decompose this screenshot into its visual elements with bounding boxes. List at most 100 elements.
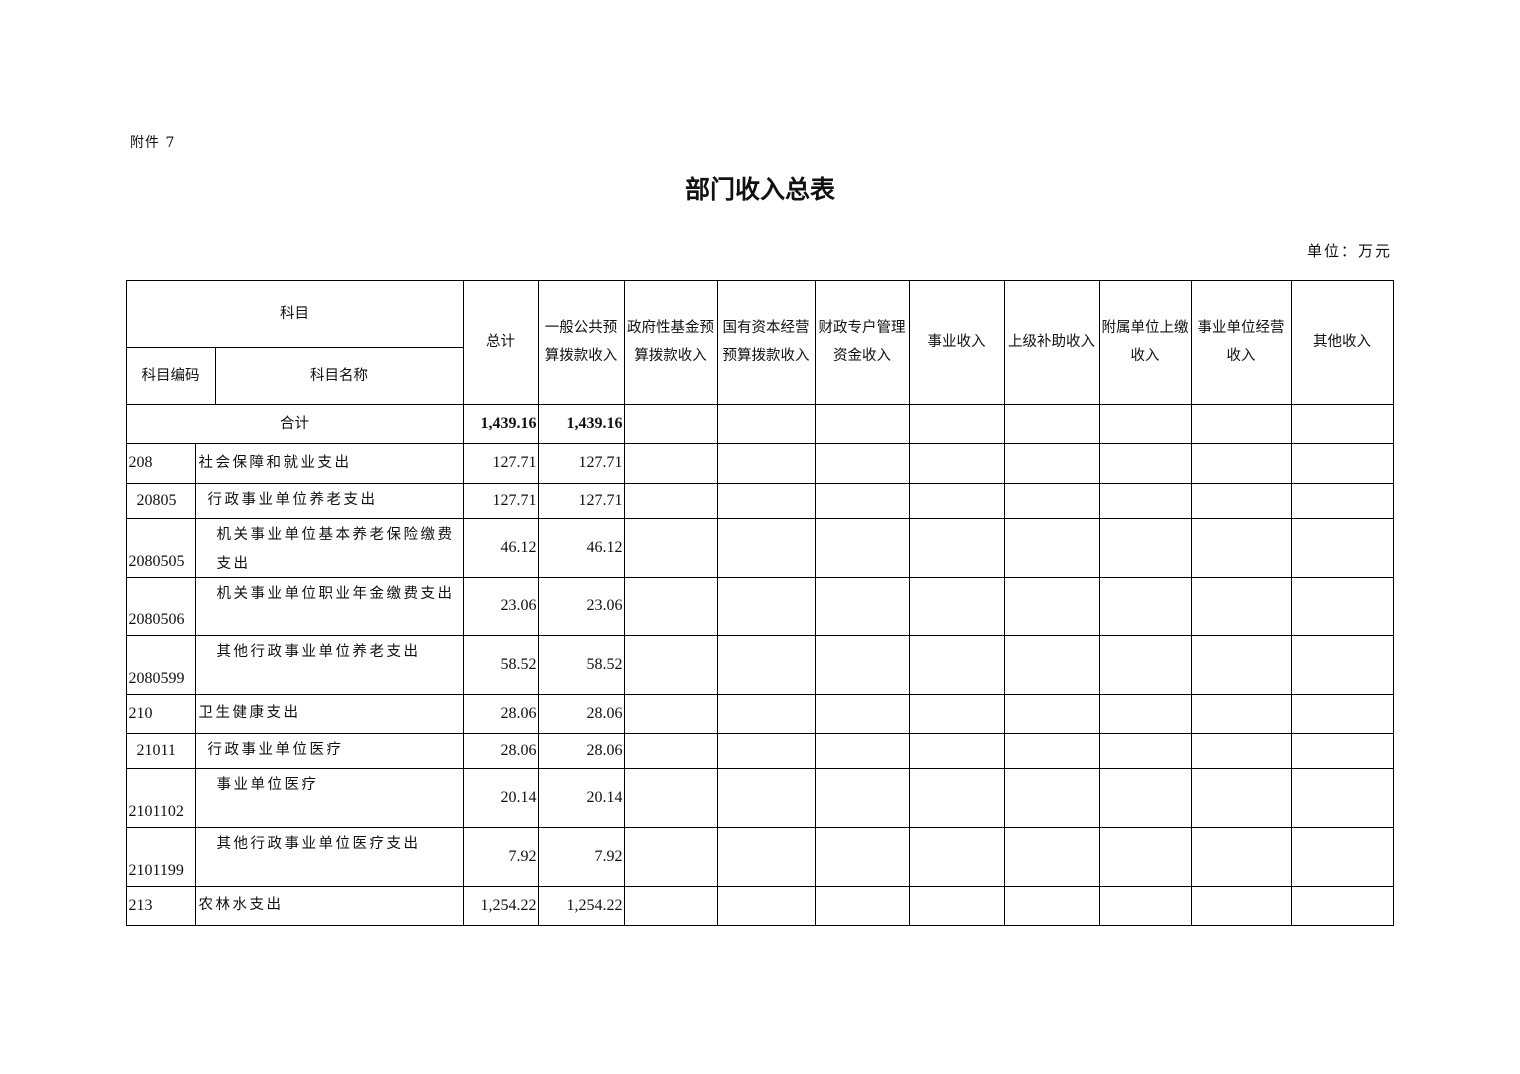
subject-code: 213 bbox=[125, 885, 196, 926]
row-value bbox=[814, 576, 910, 636]
row-value: 127.71 bbox=[462, 442, 539, 484]
row-value bbox=[716, 517, 816, 578]
row-value bbox=[623, 767, 718, 828]
row-value bbox=[814, 767, 910, 828]
row-value bbox=[1003, 634, 1100, 695]
subject-name: 农林水支出 bbox=[194, 885, 464, 926]
subject-code: 20805 bbox=[125, 482, 196, 519]
row-value bbox=[1098, 767, 1192, 828]
row-value: 7.92 bbox=[462, 826, 539, 887]
total-value: 1,439.16 bbox=[462, 403, 539, 444]
row-value: 23.06 bbox=[537, 576, 625, 636]
row-value bbox=[716, 634, 816, 695]
header-column: 附属单位上缴收入 bbox=[1098, 279, 1192, 405]
row-value bbox=[1098, 482, 1192, 519]
row-value bbox=[1290, 517, 1394, 578]
row-value bbox=[623, 482, 718, 519]
row-value bbox=[716, 576, 816, 636]
row-value bbox=[716, 826, 816, 887]
total-value bbox=[814, 403, 910, 444]
header-subject-name: 科目名称 bbox=[214, 346, 464, 405]
row-value bbox=[1098, 826, 1192, 887]
row-value bbox=[814, 442, 910, 484]
row-value bbox=[1098, 634, 1192, 695]
header-column: 一般公共预算拨款收入 bbox=[537, 279, 625, 405]
row-value bbox=[908, 482, 1005, 519]
row-value: 20.14 bbox=[462, 767, 539, 828]
row-value bbox=[1003, 826, 1100, 887]
row-value bbox=[814, 826, 910, 887]
page-title: 部门收入总表 bbox=[684, 175, 835, 204]
row-value bbox=[623, 732, 718, 769]
row-value bbox=[1290, 634, 1394, 695]
row-value bbox=[908, 767, 1005, 828]
row-value bbox=[1290, 826, 1394, 887]
subject-code: 2080505 bbox=[125, 517, 196, 578]
row-value bbox=[1003, 576, 1100, 636]
subject-name: 机关事业单位职业年金缴费支出 bbox=[194, 576, 464, 636]
row-value: 46.12 bbox=[537, 517, 625, 578]
row-value bbox=[1003, 482, 1100, 519]
header-column: 事业收入 bbox=[908, 279, 1005, 405]
row-value: 20.14 bbox=[537, 767, 625, 828]
row-value bbox=[623, 576, 718, 636]
row-value bbox=[1190, 885, 1292, 926]
row-value bbox=[1098, 576, 1192, 636]
row-value bbox=[623, 517, 718, 578]
row-value bbox=[1003, 442, 1100, 484]
row-value bbox=[716, 732, 816, 769]
total-value bbox=[908, 403, 1005, 444]
row-value: 28.06 bbox=[537, 732, 625, 769]
subject-name: 行政事业单位医疗 bbox=[194, 732, 464, 769]
row-value bbox=[814, 693, 910, 734]
subject-name: 机关事业单位基本养老保险缴费支出 bbox=[194, 517, 464, 578]
row-value bbox=[1003, 885, 1100, 926]
subject-code: 210 bbox=[125, 693, 196, 734]
total-value bbox=[1290, 403, 1394, 444]
row-value bbox=[908, 732, 1005, 769]
total-value bbox=[1098, 403, 1192, 444]
row-value bbox=[814, 517, 910, 578]
row-value bbox=[1290, 885, 1394, 926]
row-value bbox=[908, 517, 1005, 578]
row-value: 28.06 bbox=[462, 693, 539, 734]
row-value: 7.92 bbox=[537, 826, 625, 887]
row-value bbox=[1290, 442, 1394, 484]
row-value bbox=[908, 885, 1005, 926]
row-value bbox=[716, 693, 816, 734]
row-value bbox=[908, 634, 1005, 695]
row-value bbox=[1003, 517, 1100, 578]
row-value: 127.71 bbox=[462, 482, 539, 519]
row-value bbox=[1190, 693, 1292, 734]
unit-label: 单位：万元 bbox=[1306, 242, 1392, 260]
row-value bbox=[1098, 732, 1192, 769]
total-label: 合计 bbox=[125, 403, 464, 444]
subject-code: 2101102 bbox=[125, 767, 196, 828]
row-value: 127.71 bbox=[537, 482, 625, 519]
total-value: 1,439.16 bbox=[537, 403, 625, 444]
row-value bbox=[1098, 517, 1192, 578]
header-column: 其他收入 bbox=[1290, 279, 1394, 405]
attachment-label: 附件 7 bbox=[130, 135, 176, 151]
row-value bbox=[1290, 576, 1394, 636]
header-column: 总计 bbox=[462, 279, 539, 405]
row-value bbox=[1290, 693, 1394, 734]
row-value bbox=[814, 885, 910, 926]
header-column: 国有资本经营预算拨款收入 bbox=[716, 279, 816, 405]
subject-code: 208 bbox=[125, 442, 196, 484]
row-value bbox=[1003, 767, 1100, 828]
row-value bbox=[1190, 826, 1292, 887]
row-value bbox=[623, 693, 718, 734]
row-value bbox=[1190, 517, 1292, 578]
row-value bbox=[908, 442, 1005, 484]
header-column: 政府性基金预算拨款收入 bbox=[623, 279, 718, 405]
row-value bbox=[1190, 442, 1292, 484]
row-value bbox=[623, 442, 718, 484]
total-value bbox=[1003, 403, 1100, 444]
header-subject: 科目 bbox=[125, 279, 464, 348]
row-value bbox=[623, 826, 718, 887]
row-value bbox=[716, 885, 816, 926]
row-value bbox=[716, 442, 816, 484]
total-value bbox=[716, 403, 816, 444]
header-column: 上级补助收入 bbox=[1003, 279, 1100, 405]
